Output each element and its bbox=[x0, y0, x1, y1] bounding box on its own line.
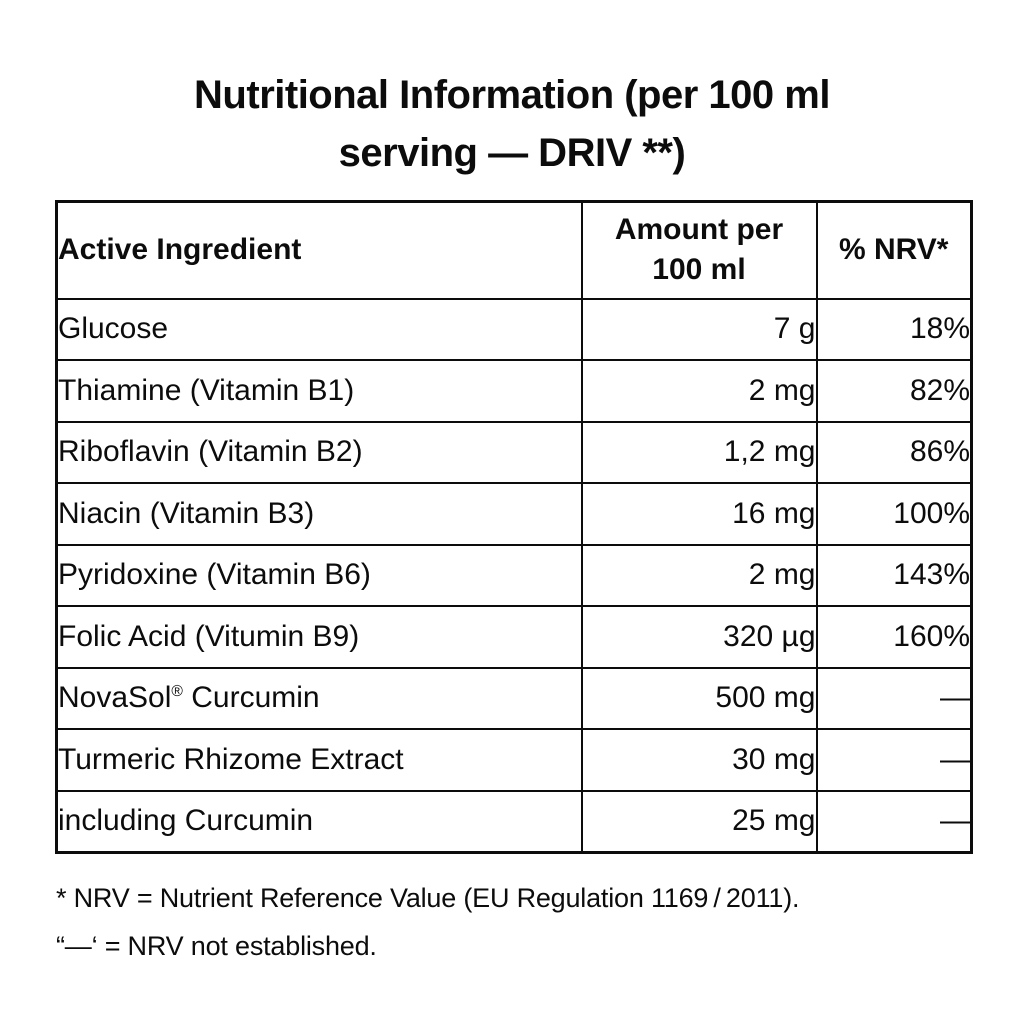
nrv-cell: — bbox=[815, 728, 973, 792]
footnote-nrv-definition: * NRV = Nutrient Reference Value (EU Reg… bbox=[56, 883, 800, 913]
registered-trademark-symbol: ® bbox=[171, 683, 183, 701]
header-percent-nrv: % NRV* bbox=[815, 200, 973, 300]
table-header-row: Active Ingredient Amount per 100 ml % NR… bbox=[55, 200, 973, 300]
table-row: including Curcumin 25 mg — bbox=[55, 789, 973, 853]
header-amount-per-100ml: Amount per 100 ml bbox=[580, 200, 818, 300]
amount-cell: 16 mg bbox=[580, 482, 818, 546]
nrv-cell: — bbox=[815, 666, 973, 730]
nrv-cell: — bbox=[815, 789, 973, 853]
ingredient-cell: Folic Acid (Vitumin B9) bbox=[55, 605, 583, 669]
ingredient-cell: Thiamine (Vitamin B1) bbox=[55, 359, 583, 423]
table-row: Niacin (Vitamin B3) 16 mg 100% bbox=[55, 482, 973, 546]
nutrition-table-container: Active Ingredient Amount per 100 ml % NR… bbox=[55, 200, 973, 854]
table-row: Folic Acid (Vitumin B9) 320 µg 160% bbox=[55, 605, 973, 669]
amount-cell: 2 mg bbox=[580, 543, 818, 607]
table-row: Glucose 7 g 18% bbox=[55, 297, 973, 361]
amount-cell: 2 mg bbox=[580, 359, 818, 423]
nrv-cell: 100% bbox=[815, 482, 973, 546]
page-title-line1: Nutritional Information (per 100 ml bbox=[194, 73, 830, 117]
amount-cell: 30 mg bbox=[580, 728, 818, 792]
ingredient-cell: Riboflavin (Vitamin B2) bbox=[55, 420, 583, 484]
nutrition-table: Active Ingredient Amount per 100 ml % NR… bbox=[55, 200, 973, 854]
table-body: Glucose 7 g 18% Thiamine (Vitamin B1) 2 mg 82… bbox=[55, 297, 973, 853]
table-header: Active Ingredient Amount per 100 ml % NR… bbox=[55, 200, 973, 300]
amount-cell: 1,2 mg bbox=[580, 420, 818, 484]
page-title-line2: serving — DRIV **) bbox=[338, 131, 686, 175]
amount-cell: 500 mg bbox=[580, 666, 818, 730]
ingredient-cell: Glucose bbox=[55, 297, 583, 361]
nrv-cell: 86% bbox=[815, 420, 973, 484]
ingredient-cell: Turmeric Rhizome Extract bbox=[55, 728, 583, 792]
footnotes: * NRV = Nutrient Reference Value (EU Reg… bbox=[56, 874, 799, 970]
amount-cell: 320 µg bbox=[580, 605, 818, 669]
amount-cell: 7 g bbox=[580, 297, 818, 361]
table-row: NovaSol® Curcumin 500 mg — bbox=[55, 666, 973, 730]
amount-cell: 25 mg bbox=[580, 789, 818, 853]
header-amount-line1: Amount per bbox=[614, 213, 784, 247]
table-row: Riboflavin (Vitamin B2) 1,2 mg 86% bbox=[55, 420, 973, 484]
ingredient-cell: Niacin (Vitamin B3) bbox=[55, 482, 583, 546]
footnote-dash-definition: “—‘ = NRV not established. bbox=[56, 931, 377, 961]
ingredient-cell: including Curcumin bbox=[55, 789, 583, 853]
header-amount-line2: 100 ml bbox=[652, 253, 746, 287]
ingredient-cell: NovaSol® Curcumin bbox=[55, 666, 583, 730]
nrv-cell: 18% bbox=[815, 297, 973, 361]
nrv-cell: 82% bbox=[815, 359, 973, 423]
header-active-ingredient: Active Ingredient bbox=[55, 200, 583, 300]
table-row: Pyridoxine (Vitamin B6) 2 mg 143% bbox=[55, 543, 973, 607]
nrv-cell: 143% bbox=[815, 543, 973, 607]
table-row: Turmeric Rhizome Extract 30 mg — bbox=[55, 728, 973, 792]
ingredient-cell: Pyridoxine (Vitamin B6) bbox=[55, 543, 583, 607]
nrv-cell: 160% bbox=[815, 605, 973, 669]
table-row: Thiamine (Vitamin B1) 2 mg 82% bbox=[55, 359, 973, 423]
page-title: Nutritional Information (per 100 ml serv… bbox=[0, 66, 1024, 182]
